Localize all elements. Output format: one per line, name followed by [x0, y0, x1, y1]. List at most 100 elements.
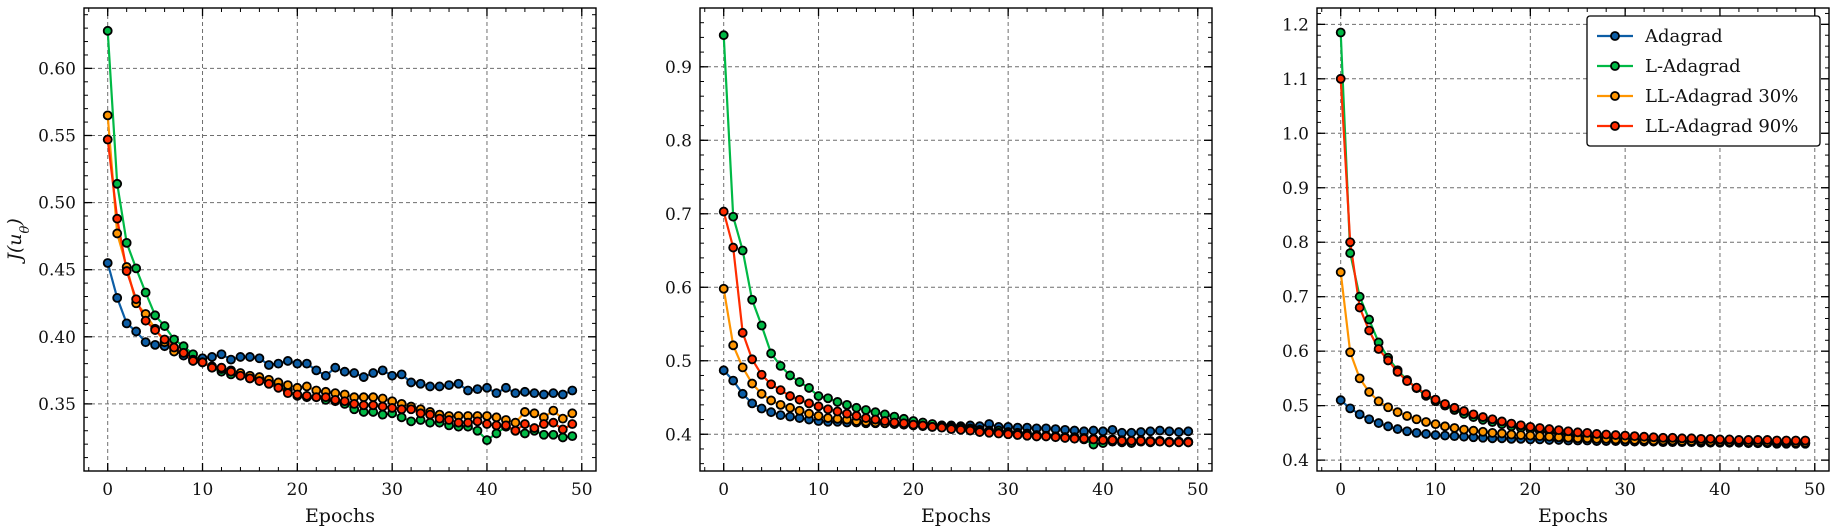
legend-marker-l-adagrad: [1610, 61, 1620, 71]
data-point-ll-adagrad-90-: [1154, 436, 1165, 447]
data-point-adagrad: [747, 398, 758, 409]
data-point-ll-adagrad-30-: [377, 393, 388, 404]
data-point-ll-adagrad-30-: [1478, 426, 1488, 437]
data-point-adagrad: [387, 370, 398, 381]
data-point-adagrad: [112, 292, 123, 303]
data-point-ll-adagrad-30-: [1421, 417, 1431, 427]
data-point-ll-adagrad-90-: [169, 342, 179, 353]
data-point-ll-adagrad-90-: [775, 385, 786, 396]
data-point-l-adagrad: [747, 294, 758, 305]
data-point-ll-adagrad-90-: [377, 401, 388, 412]
data-point-adagrad: [785, 411, 795, 422]
data-point-l-adagrad: [813, 391, 824, 401]
series-line-adagrad: [722, 369, 1189, 434]
data-point-adagrad: [1411, 427, 1422, 438]
data-point-ll-adagrad-90-: [842, 408, 852, 419]
data-point-l-adagrad: [775, 361, 786, 371]
data-point-ll-adagrad-90-: [1572, 427, 1583, 438]
data-point-ll-adagrad-30-: [1364, 387, 1375, 397]
data-point-ll-adagrad-90-: [965, 425, 976, 436]
data-point-ll-adagrad-30-: [804, 408, 814, 419]
data-point-l-adagrad: [823, 393, 833, 404]
data-point-ll-adagrad-90-: [718, 206, 729, 217]
data-point-ll-adagrad-90-: [1079, 433, 1089, 444]
data-point-l-adagrad: [832, 397, 843, 407]
data-point-ll-adagrad-90-: [1183, 437, 1194, 448]
data-point-l-adagrad: [1335, 27, 1346, 38]
data-point-ll-adagrad-90-: [501, 420, 511, 431]
data-point-ll-adagrad-90-: [1790, 435, 1801, 446]
x-tick-label: 40: [476, 480, 498, 500]
data-point-ll-adagrad-90-: [908, 419, 919, 430]
data-point-ll-adagrad-90-: [396, 404, 407, 415]
x-tick-label: 0: [718, 480, 729, 500]
data-point-l-adagrad: [851, 402, 862, 413]
data-point-ll-adagrad-90-: [1411, 382, 1422, 393]
data-point-adagrad: [415, 378, 426, 389]
data-point-ll-adagrad-30-: [1373, 396, 1384, 407]
data-point-ll-adagrad-30-: [301, 381, 312, 392]
y-tick-label: 0.6: [1282, 342, 1309, 362]
data-point-adagrad: [406, 377, 417, 388]
data-point-ll-adagrad-90-: [1752, 435, 1763, 445]
data-point-ll-adagrad-30-: [1449, 423, 1460, 433]
data-point-ll-adagrad-30-: [1335, 267, 1346, 278]
chart-panel-3: 0 10 20 30 40 50 0.4 0.5 0.6 0.7 0.8 0.9 1.0 1.1 1.2 Ep…: [1282, 7, 1830, 527]
data-point-l-adagrad: [728, 211, 739, 222]
data-point-l-adagrad: [169, 334, 179, 345]
data-point-ll-adagrad-90-: [548, 417, 559, 428]
y-tick-label: 0.4: [1282, 451, 1309, 471]
data-point-ll-adagrad-90-: [1069, 433, 1080, 444]
x-tick-label: 50: [1804, 480, 1826, 500]
data-point-ll-adagrad-90-: [870, 414, 881, 425]
x-tick-label: 30: [997, 480, 1019, 500]
data-point-ll-adagrad-30-: [747, 378, 758, 389]
data-point-adagrad: [1430, 430, 1441, 440]
data-point-adagrad: [510, 388, 521, 399]
data-point-ll-adagrad-90-: [889, 417, 900, 428]
data-point-ll-adagrad-90-: [1677, 433, 1687, 444]
data-point-ll-adagrad-90-: [349, 398, 360, 409]
data-point-adagrad: [548, 388, 559, 399]
data-point-adagrad: [1373, 418, 1384, 428]
legend-marker-ll-adagrad-90-: [1610, 121, 1620, 131]
data-point-l-adagrad: [785, 370, 795, 381]
x-tick-label: 40: [1092, 480, 1114, 500]
data-point-ll-adagrad-30-: [282, 380, 293, 391]
x-tick-label: 10: [192, 480, 214, 500]
y-tick-label: 0.5: [665, 352, 692, 372]
data-point-adagrad: [1126, 427, 1137, 438]
data-point-adagrad: [150, 339, 161, 350]
data-point-ll-adagrad-90-: [1126, 435, 1137, 446]
data-point-ll-adagrad-90-: [1715, 434, 1725, 445]
data-point-ll-adagrad-90-: [1591, 429, 1602, 439]
data-point-adagrad: [538, 389, 549, 400]
x-tick-label: 50: [571, 480, 593, 500]
x-tick-label: 20: [287, 480, 309, 500]
data-point-ll-adagrad-90-: [282, 388, 293, 399]
data-point-ll-adagrad-90-: [1771, 435, 1782, 446]
data-point-l-adagrad: [131, 263, 142, 274]
data-point-ll-adagrad-90-: [984, 427, 995, 438]
data-point-l-adagrad: [425, 417, 435, 428]
data-point-adagrad: [1183, 426, 1194, 437]
data-point-ll-adagrad-30-: [358, 392, 369, 403]
data-point-ll-adagrad-90-: [263, 378, 274, 389]
data-point-ll-adagrad-90-: [358, 400, 369, 411]
data-point-l-adagrad: [548, 429, 559, 440]
data-point-adagrad: [766, 407, 777, 418]
data-point-adagrad: [368, 368, 379, 378]
data-point-ll-adagrad-30-: [368, 392, 379, 403]
data-point-l-adagrad: [102, 25, 113, 36]
data-point-l-adagrad: [794, 377, 805, 387]
data-point-l-adagrad: [1364, 314, 1375, 325]
data-point-ll-adagrad-30-: [519, 407, 530, 417]
data-point-ll-adagrad-90-: [1506, 418, 1517, 429]
data-point-ll-adagrad-90-: [832, 406, 843, 417]
data-point-ll-adagrad-90-: [1762, 435, 1773, 445]
data-point-ll-adagrad-90-: [415, 408, 426, 419]
data-point-adagrad: [1098, 426, 1108, 437]
data-point-ll-adagrad-90-: [1459, 406, 1469, 416]
data-point-ll-adagrad-30-: [737, 362, 748, 373]
